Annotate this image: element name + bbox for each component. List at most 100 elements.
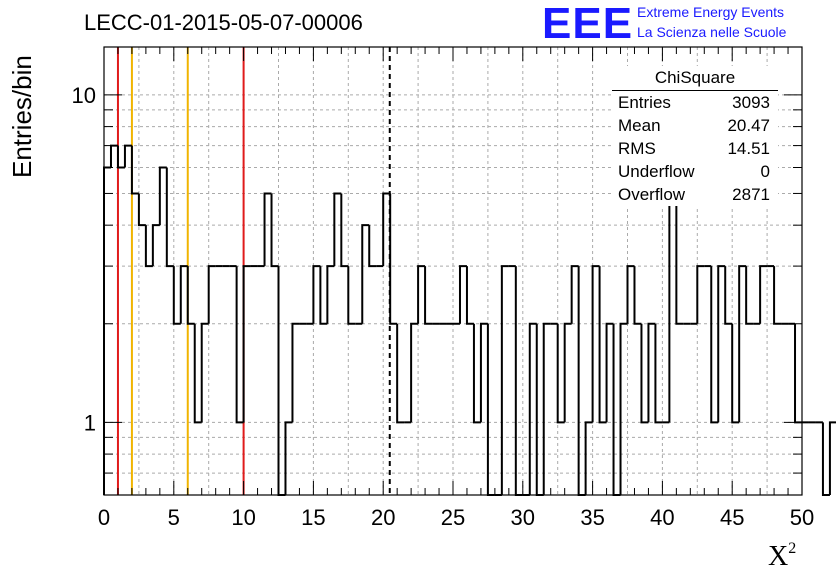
histogram-bin bbox=[472, 323, 481, 424]
histogram-bin bbox=[130, 145, 139, 195]
stats-row: Overflow 2871 bbox=[612, 183, 778, 206]
histogram-bin bbox=[724, 266, 733, 325]
histogram-bin bbox=[654, 323, 663, 424]
histogram-bin bbox=[144, 225, 153, 268]
histogram-bin bbox=[479, 322, 488, 423]
histogram-bin bbox=[731, 323, 740, 424]
x-tick-label: 25 bbox=[441, 505, 465, 530]
eee-logo: EEE bbox=[542, 0, 634, 48]
histogram-bin bbox=[333, 192, 342, 267]
histogram-bin bbox=[640, 323, 649, 424]
histogram-bin bbox=[598, 266, 607, 424]
histogram-bin bbox=[326, 265, 335, 324]
x-tick-label: 0 bbox=[98, 505, 110, 530]
x-tick-label: 35 bbox=[580, 505, 604, 530]
histogram-bin bbox=[605, 322, 614, 423]
x-tick-label: 20 bbox=[371, 505, 395, 530]
histogram-bin bbox=[103, 166, 111, 495]
stats-value: 0 bbox=[760, 162, 770, 181]
tick-labels: 0 5 10 15 20 25 30 35 40 45 50 1 10 bbox=[72, 83, 815, 530]
x-tick-label: 45 bbox=[720, 505, 744, 530]
histogram-bin bbox=[717, 265, 726, 423]
histogram-bin bbox=[773, 266, 782, 325]
histogram-bin bbox=[535, 323, 544, 496]
stats-label: RMS bbox=[618, 139, 656, 158]
x-tick-label: 30 bbox=[511, 505, 535, 530]
histogram-bin bbox=[745, 266, 754, 325]
histogram-bin bbox=[424, 266, 433, 325]
stats-row: RMS 14.51 bbox=[612, 137, 778, 160]
histogram-bin bbox=[759, 265, 768, 324]
histogram-bin bbox=[396, 323, 405, 424]
histogram-bin bbox=[340, 193, 349, 268]
stats-label: Overflow bbox=[618, 185, 686, 204]
logo-line-1: Extreme Energy Events bbox=[637, 4, 785, 20]
histogram-bin bbox=[186, 266, 195, 325]
histogram-bin bbox=[200, 322, 209, 423]
histogram-bin bbox=[207, 265, 216, 324]
histogram-bin bbox=[500, 265, 509, 495]
histogram-bin bbox=[165, 167, 174, 268]
histogram-bin bbox=[270, 193, 279, 268]
histogram-bin bbox=[821, 422, 830, 496]
histogram-bin bbox=[458, 265, 467, 324]
histogram-bin bbox=[696, 265, 705, 324]
histogram-bin bbox=[235, 266, 244, 424]
x-axis-label-sup: 2 bbox=[788, 540, 797, 557]
stats-label: Entries bbox=[618, 93, 671, 112]
histogram-bin bbox=[291, 322, 300, 423]
histogram-bin bbox=[417, 265, 426, 324]
histogram-bin bbox=[263, 192, 272, 267]
stats-value: 14.51 bbox=[727, 139, 770, 158]
histogram-bin bbox=[465, 266, 474, 325]
stats-row: Mean 20.47 bbox=[612, 114, 778, 137]
histogram-bin bbox=[319, 266, 328, 325]
histogram-bin bbox=[626, 265, 635, 324]
y-axis-label: Entries/bin bbox=[7, 55, 37, 178]
histogram-bin bbox=[410, 322, 419, 423]
y-tick-label: 1 bbox=[84, 410, 96, 435]
stats-value: 3093 bbox=[732, 93, 770, 112]
histogram-bin bbox=[361, 224, 370, 324]
histogram-bin bbox=[116, 145, 125, 169]
logo-line-2: La Scienza nelle Scuole bbox=[637, 24, 787, 40]
histogram-bin bbox=[828, 421, 836, 495]
histogram-bin bbox=[542, 322, 551, 495]
histogram-bin bbox=[389, 193, 398, 325]
stats-row: Underflow 0 bbox=[612, 160, 778, 183]
histogram-bin bbox=[368, 225, 377, 268]
histogram-bin bbox=[179, 265, 188, 324]
stats-value: 2871 bbox=[732, 185, 770, 204]
histogram-bin bbox=[382, 192, 391, 267]
histogram-bin bbox=[591, 265, 600, 423]
histogram-bin bbox=[151, 224, 160, 267]
x-tick-label: 50 bbox=[790, 505, 814, 530]
chart-title: LECC-01-2015-05-07-00006 bbox=[84, 10, 363, 35]
histogram-bin bbox=[577, 266, 586, 496]
histogram-bin bbox=[284, 421, 293, 495]
stats-box: ChiSquare Entries 3093 Mean 20.47 RMS 14.51… bbox=[612, 66, 778, 206]
histogram-bin bbox=[563, 322, 572, 423]
histogram-bin bbox=[633, 266, 642, 325]
x-tick-label: 10 bbox=[231, 505, 255, 530]
x-axis-label: X2 bbox=[768, 540, 796, 573]
histogram-bin bbox=[710, 266, 719, 424]
x-tick-label: 15 bbox=[301, 505, 325, 530]
histogram-bin bbox=[514, 266, 523, 496]
histogram-bin bbox=[738, 265, 747, 423]
histogram-bin bbox=[123, 144, 132, 168]
stats-label: Underflow bbox=[618, 162, 695, 181]
histogram-bin bbox=[312, 265, 321, 324]
histogram-bin bbox=[556, 323, 565, 424]
histogram-bin bbox=[242, 265, 251, 423]
histogram-bin bbox=[277, 266, 286, 496]
histogram-bin bbox=[172, 266, 181, 325]
histogram-bin bbox=[109, 144, 118, 168]
y-tick-label: 10 bbox=[72, 83, 96, 108]
histogram-bin bbox=[612, 323, 621, 496]
histogram-bin bbox=[486, 323, 495, 496]
histogram-bin bbox=[158, 166, 167, 226]
histogram-bin bbox=[647, 322, 656, 423]
histogram-bin bbox=[193, 323, 202, 424]
